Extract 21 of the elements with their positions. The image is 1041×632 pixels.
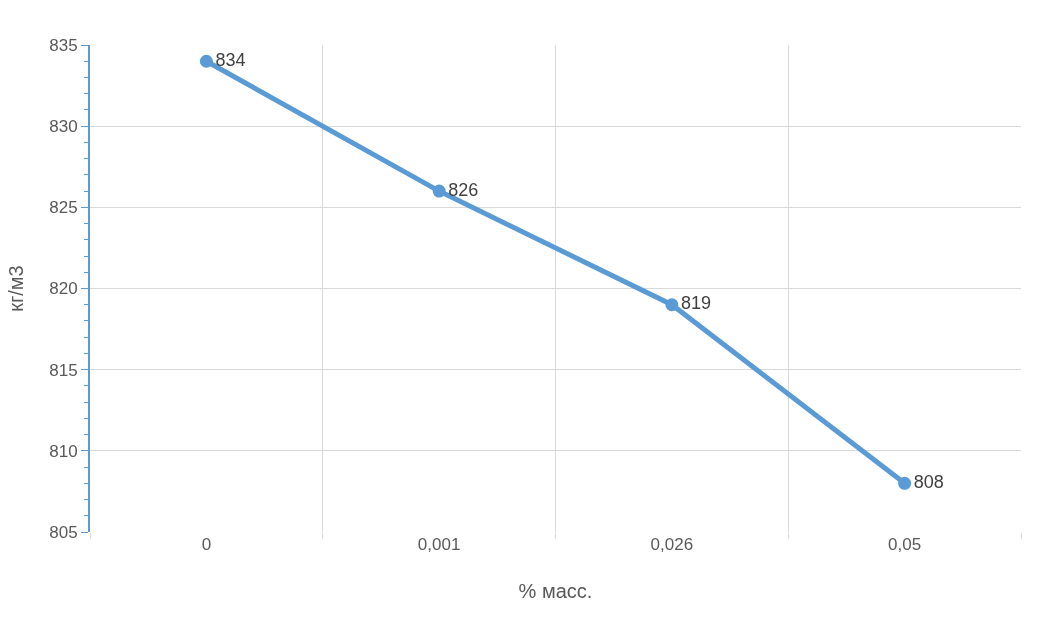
point [665,298,679,312]
point [898,476,912,490]
y-tick-label: 835 [49,35,78,55]
data-label: 819 [681,293,712,314]
y-tick-label: 805 [49,522,78,542]
point [432,184,446,198]
y-tick-label: 825 [49,198,78,218]
data-label: 808 [913,471,944,492]
x-tick-label: 0,05 [888,535,922,554]
y-tick-label: 820 [49,279,78,299]
y-tick-label: 830 [49,117,78,137]
x-tick-label: 0,026 [650,535,694,554]
data-label: 826 [448,179,479,200]
y-axis-title: кг/м3 [5,265,28,312]
x-axis-title: % масс. [518,579,593,602]
x-tick-label: 0 [201,535,212,554]
y-tick-label: 815 [49,360,78,380]
data-label: 834 [215,49,246,70]
x-tick-label: 0,001 [417,535,461,554]
point [199,54,213,68]
y-tick-label: 810 [49,441,78,461]
